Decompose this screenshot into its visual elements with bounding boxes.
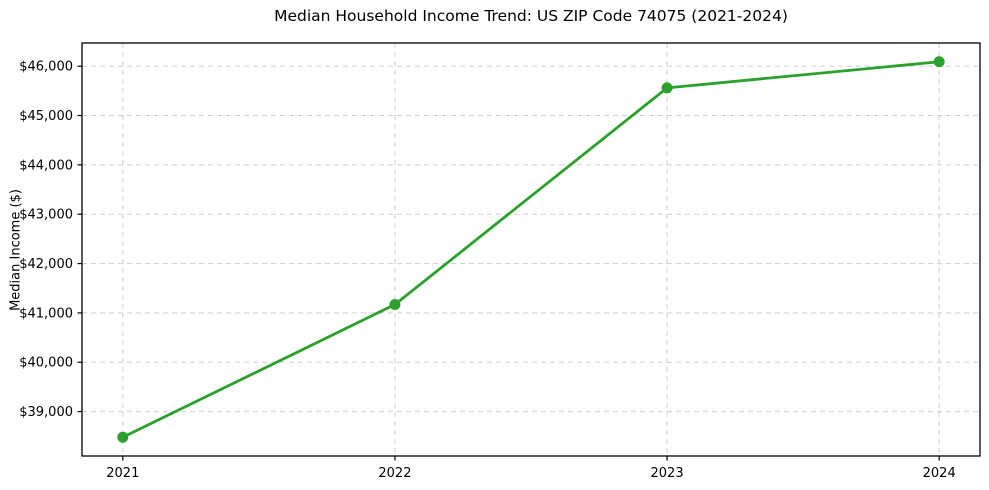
x-tick-label: 2021 xyxy=(106,466,139,481)
data-point xyxy=(117,431,129,443)
data-point xyxy=(389,299,401,311)
y-tick-label: $42,000 xyxy=(19,257,73,272)
plot-area-background xyxy=(82,43,980,456)
y-tick-label: $41,000 xyxy=(19,306,73,321)
y-tick-label: $46,000 xyxy=(19,60,73,75)
x-tick-label: 2022 xyxy=(378,466,411,481)
y-tick-label: $44,000 xyxy=(19,158,73,173)
plot-border xyxy=(81,42,981,457)
y-tick-label: $43,000 xyxy=(19,208,73,223)
x-tick-label: 2023 xyxy=(651,466,684,481)
data-point xyxy=(933,56,945,68)
y-tick-label: $39,000 xyxy=(19,405,73,420)
chart-title: Median Household Income Trend: US ZIP Co… xyxy=(274,7,788,25)
x-tick-label: 2024 xyxy=(923,466,956,481)
data-point xyxy=(661,82,673,94)
y-tick-label: $45,000 xyxy=(19,109,73,124)
y-tick-label: $40,000 xyxy=(19,356,73,371)
data-line xyxy=(121,60,941,439)
